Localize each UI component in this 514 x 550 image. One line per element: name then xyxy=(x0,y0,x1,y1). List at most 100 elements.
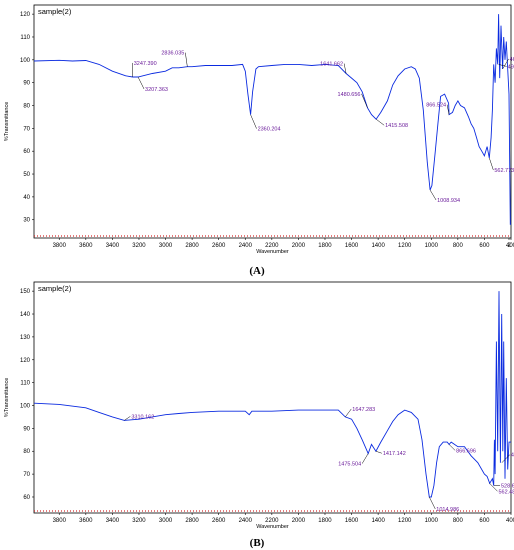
peak-leader xyxy=(498,64,507,67)
peak-label: 562.773 xyxy=(494,168,514,174)
x-tick-label: 1800 xyxy=(318,518,332,524)
x-tick-label: 1400 xyxy=(371,518,385,524)
x-tick-label: 2600 xyxy=(212,518,226,524)
peak-leader xyxy=(375,451,382,454)
x-tick-label: 600 xyxy=(479,243,490,249)
peak-leader xyxy=(489,483,498,492)
y-tick-label: 150 xyxy=(20,289,31,295)
x-tick-label: 1800 xyxy=(318,243,332,249)
x-tick-label: 3600 xyxy=(79,518,93,524)
peak-label: 463.600 xyxy=(510,57,514,63)
peak-leader xyxy=(124,416,131,421)
peak-leader xyxy=(343,63,347,74)
peak-leader xyxy=(489,157,494,171)
peak-label: 493.516 xyxy=(508,64,514,70)
x-tick-label: 2000 xyxy=(292,243,306,249)
x-tick-label: 2 xyxy=(507,243,511,249)
peak-label: 469.858 xyxy=(511,453,514,459)
peak-leader xyxy=(185,52,188,67)
panel-b-chart: 3800 3600 3400 3200 3000 2800 2600 2400 2200 2000… xyxy=(4,281,514,530)
y-tick-label: 140 xyxy=(20,312,31,318)
peak-label: 1014.986 xyxy=(436,507,459,513)
y-tick-label: 50 xyxy=(23,172,30,178)
y-tick-label: 60 xyxy=(23,495,30,501)
x-tick-label: 3400 xyxy=(106,243,120,249)
peak-leader xyxy=(448,444,456,451)
x-tick-label: 3000 xyxy=(159,243,173,249)
x-tick-label: 800 xyxy=(453,518,464,524)
x-tick-label: 2000 xyxy=(292,518,306,524)
y-tick-label: 120 xyxy=(20,358,31,364)
y-axis-title: %Transmittance xyxy=(4,102,10,142)
x-tick-label: 800 xyxy=(453,243,464,249)
y-tick-label: 130 xyxy=(20,335,31,341)
x-tick-label: 2800 xyxy=(185,518,199,524)
peak-label: 2836.035 xyxy=(161,51,184,57)
plot-frame xyxy=(33,4,512,239)
peak-leader xyxy=(429,189,437,201)
x-tick-label: 2400 xyxy=(239,518,253,524)
peak-leader xyxy=(345,408,352,418)
x-tick-label: 3200 xyxy=(132,243,146,249)
y-tick-label: 80 xyxy=(23,449,30,455)
peak-leader xyxy=(250,114,257,129)
x-tick-label: 400 xyxy=(506,518,514,524)
x-tick-label: 2800 xyxy=(185,243,199,249)
panel-a-caption: (A) xyxy=(249,265,265,277)
panel-a-chart: 3800 3600 3400 3200 3000 2800 2600 2400 2200 2000… xyxy=(4,4,514,255)
x-tick-label: 1200 xyxy=(398,518,412,524)
y-tick-label: 70 xyxy=(23,472,30,478)
plot-frame xyxy=(33,281,512,514)
peak-label: 528.635 xyxy=(501,484,514,490)
x-tick-label: 1200 xyxy=(398,243,412,249)
peak-label: 3310.162 xyxy=(131,414,154,420)
y-tick-label: 110 xyxy=(20,381,30,387)
peak-leader xyxy=(501,454,511,463)
peak-label: 562.485 xyxy=(498,489,514,495)
x-tick-label: 3200 xyxy=(132,518,146,524)
panel-b-caption: (B) xyxy=(250,537,265,549)
peak-label: 1641.662 xyxy=(320,62,343,68)
spectrum-line xyxy=(33,14,511,225)
x-tick-label: 1000 xyxy=(425,518,439,524)
x-tick-label: 1600 xyxy=(345,243,359,249)
y-tick-label: 90 xyxy=(23,81,30,87)
x-tick-label: 3800 xyxy=(53,518,67,524)
y-tick-label: 70 xyxy=(23,126,30,132)
x-tick-label: 1400 xyxy=(371,243,385,249)
peak-label: 1647.283 xyxy=(352,407,375,413)
y-tick-label: 100 xyxy=(20,58,31,64)
x-tick-label: 1600 xyxy=(345,518,359,524)
x-tick-label: 2200 xyxy=(265,518,279,524)
x-tick-label: 3000 xyxy=(159,518,173,524)
x-tick-label: 400 xyxy=(506,243,514,249)
peak-label: 1480.656 xyxy=(338,92,361,98)
x-tick-label: 600 xyxy=(479,518,490,524)
peak-leader xyxy=(502,58,509,70)
x-tick-label: 2400 xyxy=(239,243,253,249)
peak-label: 1415.508 xyxy=(385,123,408,129)
y-tick-label: 40 xyxy=(23,195,30,201)
y-tick-label: 120 xyxy=(20,12,31,18)
x-tick-label: 3400 xyxy=(106,518,120,524)
y-tick-label: 110 xyxy=(20,35,30,41)
sample-title: sample(2) xyxy=(38,284,72,293)
y-tick-label: 60 xyxy=(23,149,30,155)
x-tick-label: 2600 xyxy=(212,243,226,249)
x-tick-label: 1000 xyxy=(425,243,439,249)
peak-label: 866.524 xyxy=(426,103,446,109)
peak-label: 1475.504 xyxy=(338,462,361,468)
sample-title: sample(2) xyxy=(38,7,72,16)
peak-label: 2360.204 xyxy=(258,127,281,133)
peak-label: 1008.934 xyxy=(437,198,460,204)
peak-leader xyxy=(361,93,368,108)
x-axis-title: Wavenumber xyxy=(256,524,289,530)
x-tick-label: 3600 xyxy=(79,243,93,249)
peak-label: 3247.390 xyxy=(134,61,157,67)
peak-leader xyxy=(429,496,436,510)
y-axis-title: %Transmittance xyxy=(4,378,10,418)
peak-leader xyxy=(375,119,385,126)
y-tick-label: 30 xyxy=(23,218,30,224)
peak-leader xyxy=(361,453,369,464)
